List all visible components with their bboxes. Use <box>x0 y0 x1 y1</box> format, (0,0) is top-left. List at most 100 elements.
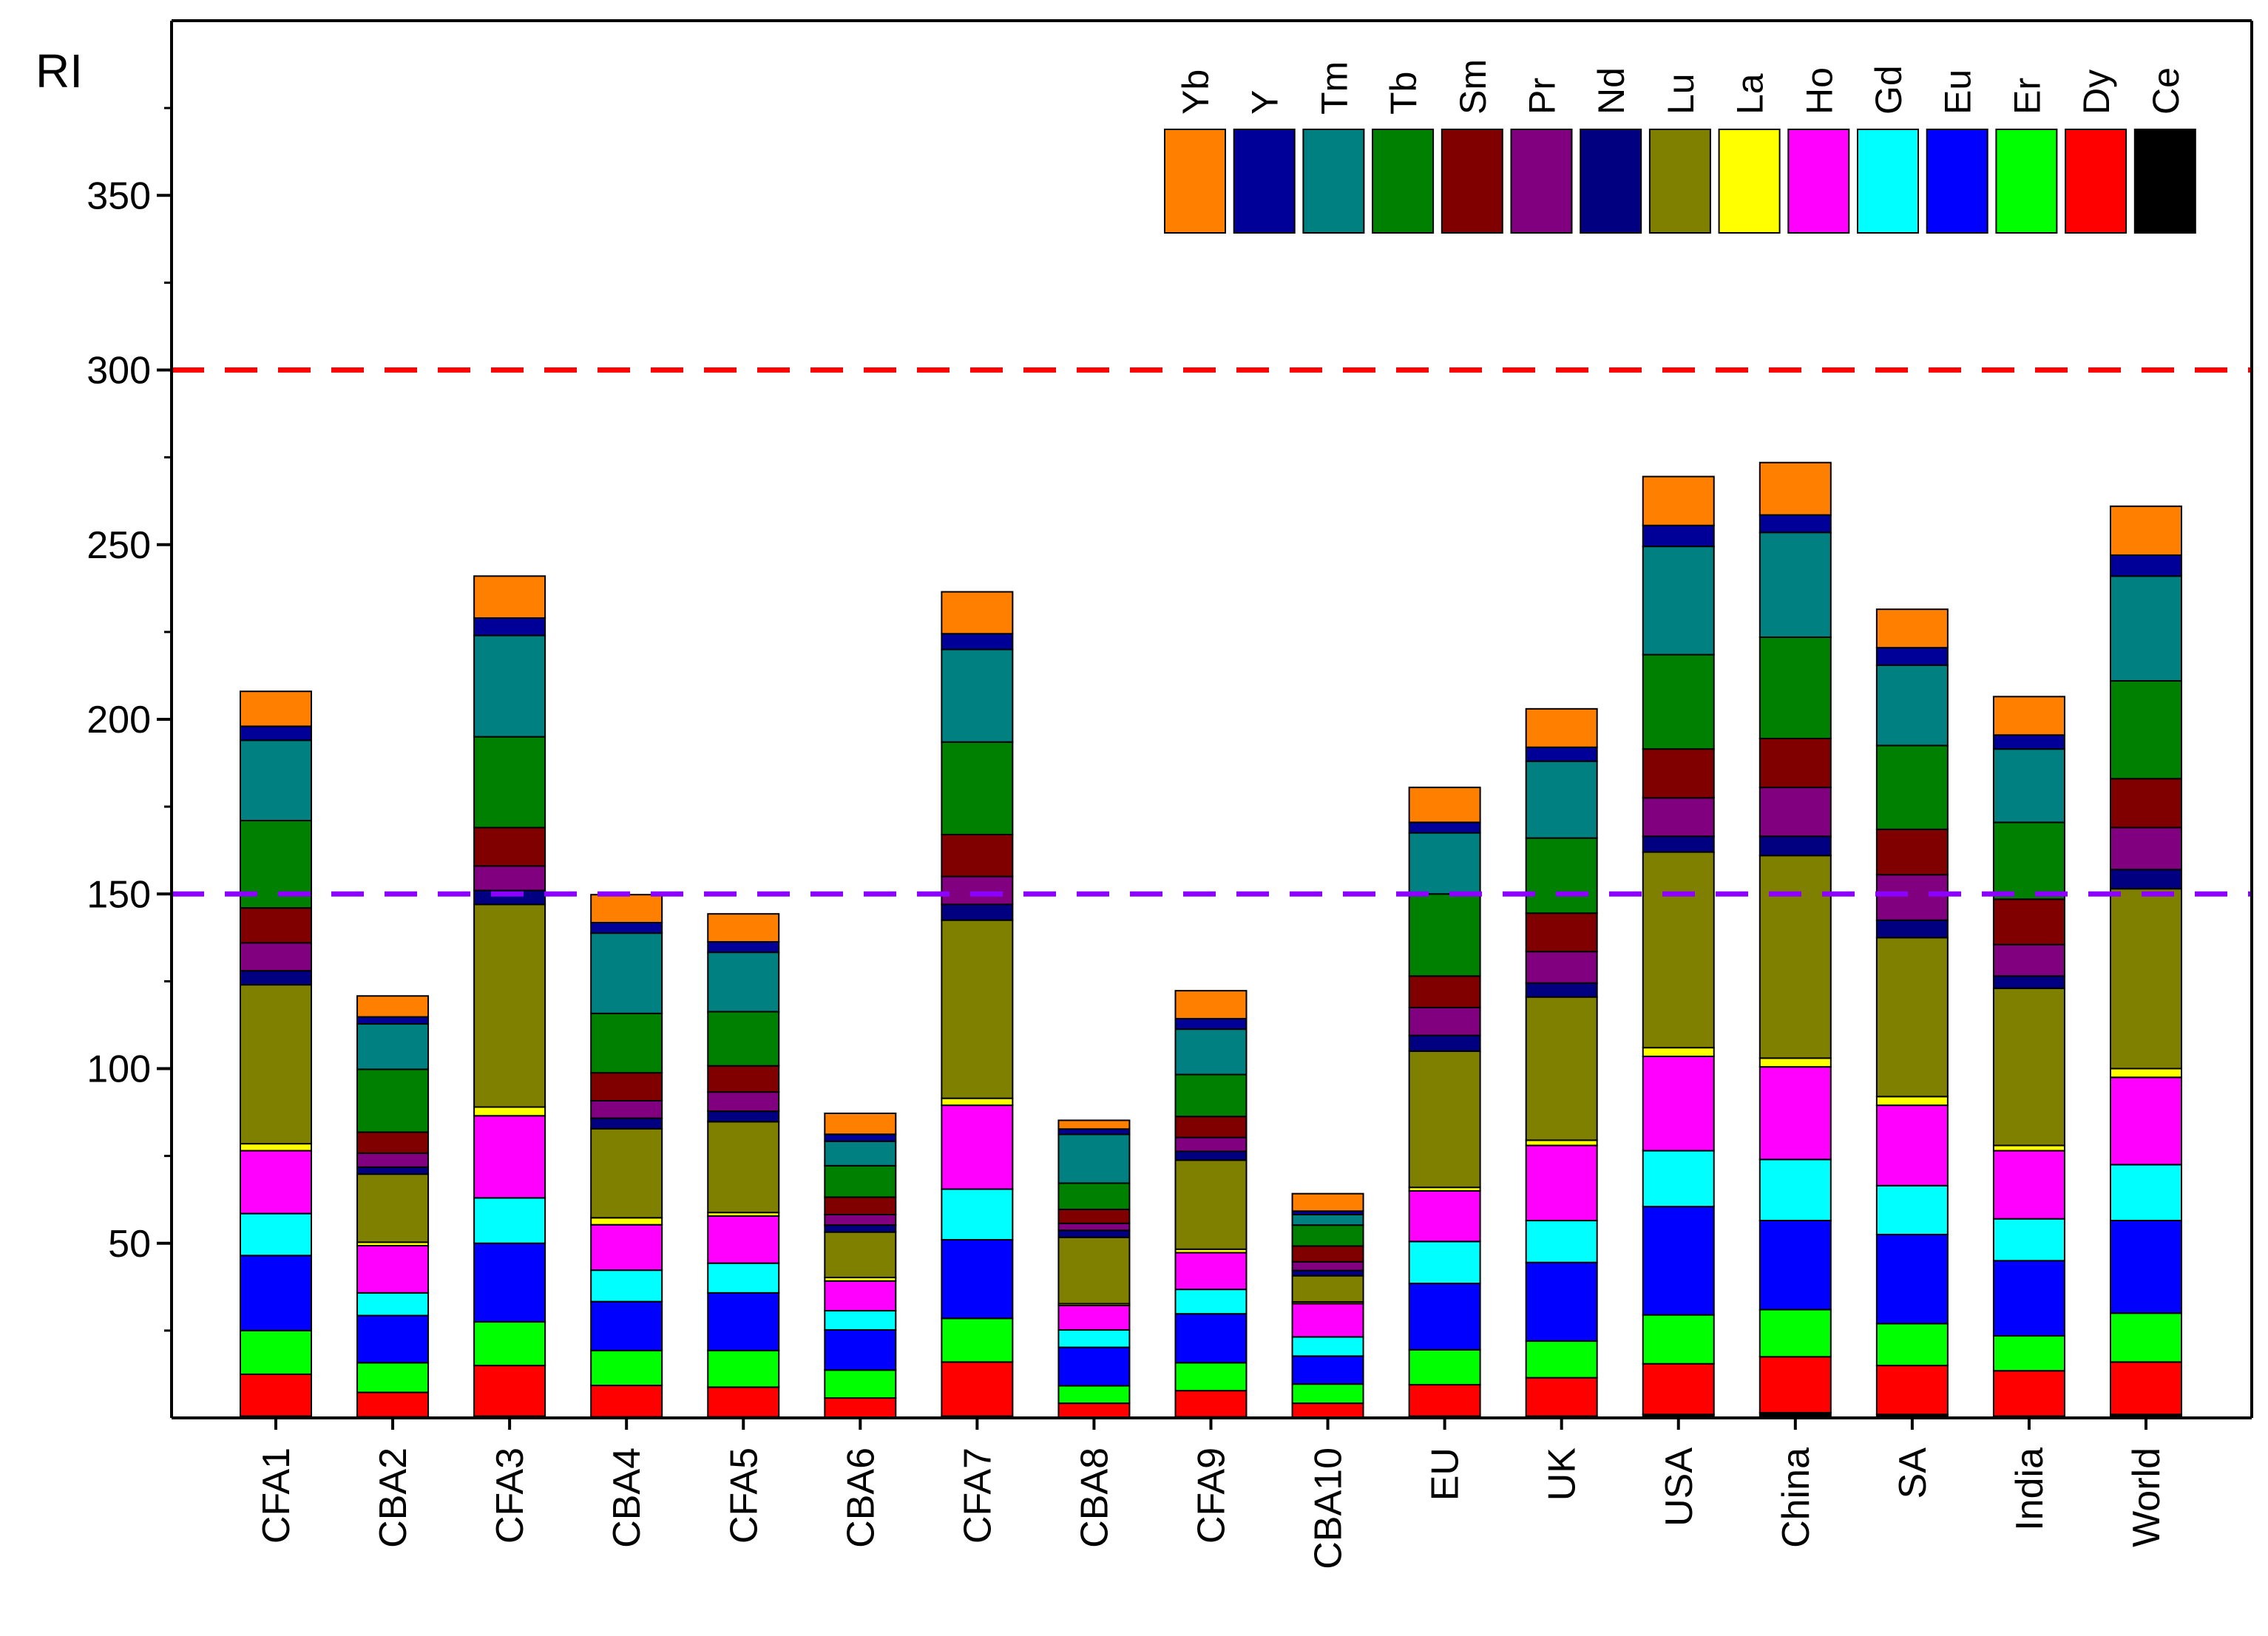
bar-segment-cba2-sm <box>356 1131 430 1154</box>
legend-label-tm: Tm <box>1313 61 1355 115</box>
bar-segment-cba4-er <box>590 1349 663 1387</box>
bar-segment-india-gd <box>1992 1218 2065 1262</box>
bar-segment-cfa9-lu <box>1174 1159 1248 1250</box>
bar-segment-uk-tm <box>1525 760 1598 839</box>
x-tick-label: World <box>2125 1447 2168 1547</box>
bar-segment-cfa1-yb <box>240 690 312 727</box>
bar-segment-india-y <box>1992 734 2065 750</box>
legend-swatch-sm <box>1441 129 1503 234</box>
bar-segment-sa-dy <box>1875 1365 1949 1416</box>
x-tick-label: UK <box>1541 1447 1584 1501</box>
bar-segment-china-la <box>1758 1057 1832 1068</box>
bar-segment-sa-pr <box>1875 874 1949 921</box>
bar-segment-cfa9-er <box>1174 1362 1248 1392</box>
bar-segment-cba2-tb <box>356 1068 430 1133</box>
bar-cfa3 <box>473 575 546 1419</box>
legend-item-nd: Nd <box>1580 67 1642 234</box>
legend-label-yb: Yb <box>1175 69 1216 115</box>
bar-segment-cba8-tb <box>1057 1182 1131 1210</box>
legend-label-y: Y <box>1245 90 1286 115</box>
x-tick-label: CBA4 <box>606 1447 649 1548</box>
legend-item-pr: Pr <box>1510 78 1573 234</box>
bar-segment-cba10-tm <box>1291 1214 1364 1226</box>
bar-segment-cba4-ho <box>590 1223 663 1272</box>
bar-segment-cba4-eu <box>590 1300 663 1351</box>
bar-china <box>1758 461 1832 1419</box>
bar-segment-china-dy <box>1758 1356 1832 1413</box>
bar-cba6 <box>824 1112 897 1419</box>
bar-segment-india-er <box>1992 1334 2065 1372</box>
bar-segment-cfa7-gd <box>941 1188 1014 1241</box>
bar-segment-cfa3-gd <box>473 1197 546 1244</box>
bar-segment-sa-tm <box>1875 664 1949 747</box>
bar-segment-china-yb <box>1758 461 1832 516</box>
bar-segment-cba4-dy <box>590 1385 663 1418</box>
bar-segment-china-y <box>1758 514 1832 534</box>
legend-label-la: La <box>1730 73 1771 115</box>
bar-segment-cba10-er <box>1291 1383 1364 1405</box>
bar-segment-cfa7-tb <box>941 741 1014 835</box>
y-tick-label: 200 <box>87 699 151 741</box>
bar-india <box>1992 696 2065 1419</box>
bar-segment-cfa9-tb <box>1174 1073 1248 1118</box>
bar-segment-cfa7-y <box>941 633 1014 651</box>
x-tick-label: CBA10 <box>1307 1447 1350 1569</box>
bar-segment-sa-la <box>1875 1096 1949 1107</box>
bar-segment-cfa5-eu <box>707 1292 780 1351</box>
bar-segment-cfa7-nd <box>941 903 1014 921</box>
bar-segment-eu-lu <box>1408 1050 1481 1189</box>
bar-segment-uk-er <box>1525 1340 1598 1379</box>
legend-swatch-lu <box>1648 129 1711 234</box>
bar-segment-india-yb <box>1992 696 2065 736</box>
bar-segment-usa-y <box>1642 524 1715 548</box>
bar-segment-cba8-sm <box>1057 1208 1131 1224</box>
bar-segment-china-tb <box>1758 636 1832 739</box>
bar-segment-cba4-y <box>590 921 663 934</box>
bar-segment-usa-gd <box>1642 1150 1715 1208</box>
bar-segment-usa-lu <box>1642 851 1715 1049</box>
bar-segment-sa-nd <box>1875 919 1949 939</box>
legend-swatch-tb <box>1372 129 1435 234</box>
bar-segment-cfa5-pr <box>707 1091 780 1113</box>
legend-item-er: Er <box>1995 78 2058 234</box>
legend-item-tb: Tb <box>1372 72 1435 234</box>
bar-segment-cba10-nd <box>1291 1269 1364 1277</box>
bar-segment-cba8-ho <box>1057 1304 1131 1331</box>
bar-segment-usa-sm <box>1642 748 1715 799</box>
bar-segment-world-lu <box>2110 888 2182 1070</box>
bar-segment-cba6-dy <box>824 1397 897 1419</box>
bar-segment-sa-yb <box>1875 608 1949 649</box>
bar-segment-cfa5-y <box>707 940 780 954</box>
bar-segment-cba4-sm <box>590 1072 663 1102</box>
bar-segment-india-eu <box>1992 1260 2065 1337</box>
bar-segment-cfa9-pr <box>1174 1136 1248 1153</box>
bar-segment-china-er <box>1758 1309 1832 1358</box>
bar-segment-usa-la <box>1642 1047 1715 1057</box>
bar-segment-india-pr <box>1992 943 2065 977</box>
bar-segment-cfa7-ho <box>941 1104 1014 1190</box>
legend-swatch-gd <box>1857 129 1919 234</box>
bar-segment-cba10-lu <box>1291 1274 1364 1303</box>
legend-swatch-er <box>1995 129 2058 234</box>
bar-segment-cfa7-dy <box>941 1361 1014 1417</box>
bar-segment-cba4-gd <box>590 1269 663 1303</box>
bar-segment-cfa3-la <box>473 1106 546 1117</box>
legend-label-lu: Lu <box>1660 73 1702 115</box>
bar-segment-cba2-dy <box>356 1391 430 1418</box>
bar-segment-cba6-pr <box>824 1214 897 1226</box>
bar-segment-cfa7-eu <box>941 1239 1014 1320</box>
bar-segment-china-lu <box>1758 855 1832 1059</box>
bar-segment-cfa7-lu <box>941 919 1014 1099</box>
bar-segment-cfa1-y <box>240 725 312 741</box>
bar-segment-world-yb <box>2110 505 2182 556</box>
bar-segment-cfa9-gd <box>1174 1289 1248 1315</box>
bar-segment-cfa1-tm <box>240 739 312 822</box>
bar-segment-cba10-gd <box>1291 1336 1364 1357</box>
bar-segment-uk-gd <box>1525 1220 1598 1263</box>
legend-label-ce: Ce <box>2145 67 2187 115</box>
bar-segment-cba8-pr <box>1057 1222 1131 1232</box>
legend-swatch-y <box>1233 129 1296 234</box>
x-tick-label: CBA2 <box>372 1447 415 1548</box>
bar-segment-china-pr <box>1758 787 1832 838</box>
